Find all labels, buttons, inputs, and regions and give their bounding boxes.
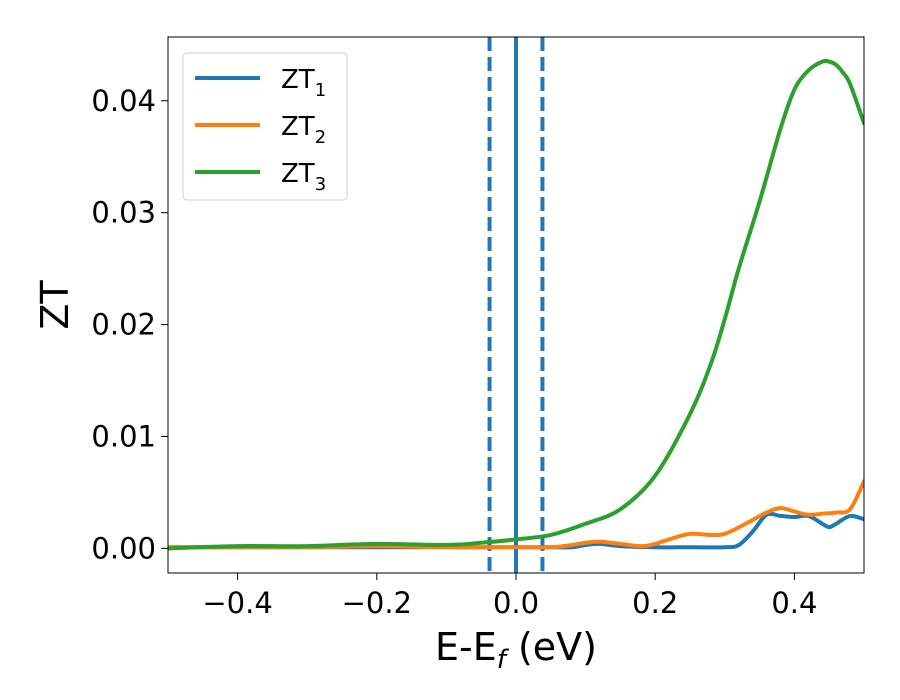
y-axis-label: ZT — [33, 280, 77, 330]
y-tick-label: 0.03 — [91, 196, 156, 230]
legend-label-subscript: 3 — [315, 174, 326, 195]
x-axis: −0.4 −0.2 0.0 0.2 0.4 — [202, 573, 817, 620]
legend-label-main: ZT — [281, 65, 315, 95]
y-axis: 0.00 0.01 0.02 0.03 0.04 — [91, 84, 168, 565]
legend-label-subscript: 1 — [315, 80, 326, 101]
y-tick-label: 0.02 — [91, 308, 156, 342]
reference-lines — [487, 37, 545, 573]
series-line-zt3 — [168, 58, 864, 551]
legend-label-zt2: ZT2 — [281, 112, 326, 148]
legend-label-subscript: 2 — [315, 127, 326, 148]
x-axis-label: E-Ef (eV) — [435, 625, 597, 675]
legend-label-zt3: ZT3 — [281, 159, 326, 195]
legend-label-zt1: ZT1 — [281, 65, 326, 101]
x-tick-label: 0.0 — [493, 586, 539, 620]
x-axis-label-unit: (eV) — [506, 625, 597, 669]
y-tick-label: 0.00 — [91, 531, 156, 565]
legend-box — [182, 52, 348, 201]
x-tick-label: −0.4 — [202, 586, 272, 620]
x-tick-label: 0.2 — [632, 586, 678, 620]
x-tick-label: −0.2 — [342, 586, 412, 620]
legend-label-main: ZT — [281, 112, 315, 142]
legend-label-main: ZT — [281, 159, 315, 189]
x-tick-label: 0.4 — [771, 586, 817, 620]
x-axis-label-main: E-E — [435, 625, 497, 669]
y-tick-label: 0.01 — [91, 419, 156, 453]
series-line-zt2 — [168, 479, 864, 550]
y-tick-label: 0.04 — [91, 84, 156, 118]
series-layer — [168, 58, 864, 551]
